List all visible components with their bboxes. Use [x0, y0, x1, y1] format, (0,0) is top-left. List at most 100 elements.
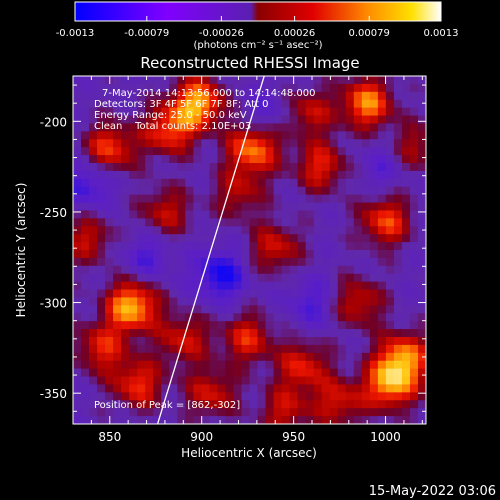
heatmap-cell: [201, 352, 210, 362]
heatmap-cell: [401, 76, 411, 85]
heatmap-cell: [145, 194, 154, 204]
heatmap-cell: [409, 107, 419, 117]
heatmap-cell: [401, 210, 411, 219]
heatmap-cell: [153, 178, 162, 188]
heatmap-cell: [89, 139, 98, 148]
heatmap-cell: [393, 91, 403, 101]
heatmap-cell: [161, 194, 170, 204]
heatmap-cell: [97, 289, 106, 299]
heatmap-cell: [265, 376, 275, 386]
heatmap-cell: [305, 234, 315, 243]
heatmap-cell: [265, 91, 275, 101]
heatmap-cell: [177, 337, 186, 346]
heatmap-cell: [345, 360, 355, 370]
heatmap-cell: [337, 242, 347, 251]
heatmap-cell: [417, 234, 426, 243]
heatmap-cell: [361, 329, 371, 338]
heatmap-cell: [313, 400, 323, 409]
heatmap-cell: [169, 170, 178, 180]
heatmap-cell: [161, 265, 170, 275]
heatmap-cell: [385, 99, 395, 109]
heatmap-cell: [273, 408, 283, 417]
heatmap-cell: [145, 91, 154, 101]
heatmap-cell: [345, 265, 355, 275]
heatmap-cell: [369, 416, 379, 424]
heatmap-cell: [121, 131, 130, 140]
heatmap-cell: [241, 202, 251, 212]
heatmap-cell: [81, 305, 90, 314]
heatmap-cell: [145, 163, 154, 172]
heatmap-cell: [409, 289, 419, 299]
heatmap-cell: [305, 313, 315, 322]
heatmap-cell: [225, 297, 235, 306]
heatmap-cell: [385, 107, 395, 117]
heatmap-cell: [361, 170, 371, 180]
heatmap-cell: [129, 242, 138, 251]
heatmap-cell: [417, 329, 426, 338]
heatmap-cell: [321, 210, 331, 219]
heatmap-cell: [361, 163, 371, 172]
heatmap-cell: [177, 400, 186, 409]
heatmap-cell: [137, 83, 146, 93]
heatmap-cell: [289, 155, 299, 164]
heatmap-cell: [209, 226, 219, 235]
heatmap-cell: [369, 344, 379, 354]
heatmap-cell: [265, 170, 275, 180]
heatmap-cell: [89, 163, 98, 172]
heatmap-cell: [169, 210, 178, 219]
heatmap-cell: [129, 123, 138, 132]
heatmap-cell: [305, 297, 315, 306]
heatmap-cell: [209, 131, 219, 140]
heatmap-cell: [137, 289, 146, 299]
heatmap-cell: [225, 360, 235, 370]
heatmap-cell: [377, 147, 387, 156]
heatmap-cell: [273, 234, 283, 243]
heatmap-cell: [337, 186, 347, 196]
heatmap-cell: [409, 265, 419, 275]
heatmap-cell: [321, 226, 331, 235]
heatmap-cell: [393, 257, 403, 267]
heatmap-cell: [345, 131, 355, 140]
heatmap-cell: [241, 155, 251, 164]
heatmap-cell: [417, 400, 426, 409]
heatmap-cell: [105, 83, 114, 93]
heatmap-cell: [169, 265, 178, 275]
heatmap-cell: [137, 273, 146, 283]
heatmap-cell: [345, 115, 355, 125]
heatmap-cell: [321, 202, 331, 212]
heatmap-cell: [337, 234, 347, 243]
heatmap-cell: [129, 400, 138, 409]
heatmap-cell: [217, 416, 227, 424]
heatmap-cell: [305, 107, 315, 117]
chart-title: Reconstructed RHESSI Image: [140, 54, 359, 72]
heatmap-cell: [177, 170, 186, 180]
heatmap-cell: [377, 210, 387, 219]
heatmap-cell: [393, 329, 403, 338]
heatmap-cell: [305, 83, 315, 93]
heatmap-cell: [241, 376, 251, 386]
heatmap-cell: [289, 186, 299, 196]
heatmap-cell: [241, 178, 251, 188]
heatmap-cell: [169, 131, 178, 140]
heatmap-cell: [129, 250, 138, 259]
heatmap-cell: [177, 376, 186, 386]
heatmap-cell: [225, 257, 235, 267]
heatmap-cell: [233, 289, 243, 299]
heatmap-cell: [281, 408, 291, 417]
heatmap-cell: [329, 329, 339, 338]
heatmap-cell: [321, 131, 331, 140]
heatmap-cell: [169, 392, 178, 401]
heatmap-cell: [289, 297, 299, 306]
heatmap-cell: [361, 400, 371, 409]
heatmap-cell: [321, 297, 331, 306]
heatmap-cell: [81, 226, 90, 235]
heatmap-cell: [233, 297, 243, 306]
heatmap-cell: [145, 344, 154, 354]
heatmap-cell: [177, 115, 186, 125]
heatmap-cell: [105, 376, 114, 386]
heatmap-cell: [273, 376, 283, 386]
heatmap-cell: [145, 384, 154, 393]
heatmap-cell: [313, 194, 323, 204]
heatmap-cell: [265, 281, 275, 291]
heatmap-cell: [281, 139, 291, 148]
